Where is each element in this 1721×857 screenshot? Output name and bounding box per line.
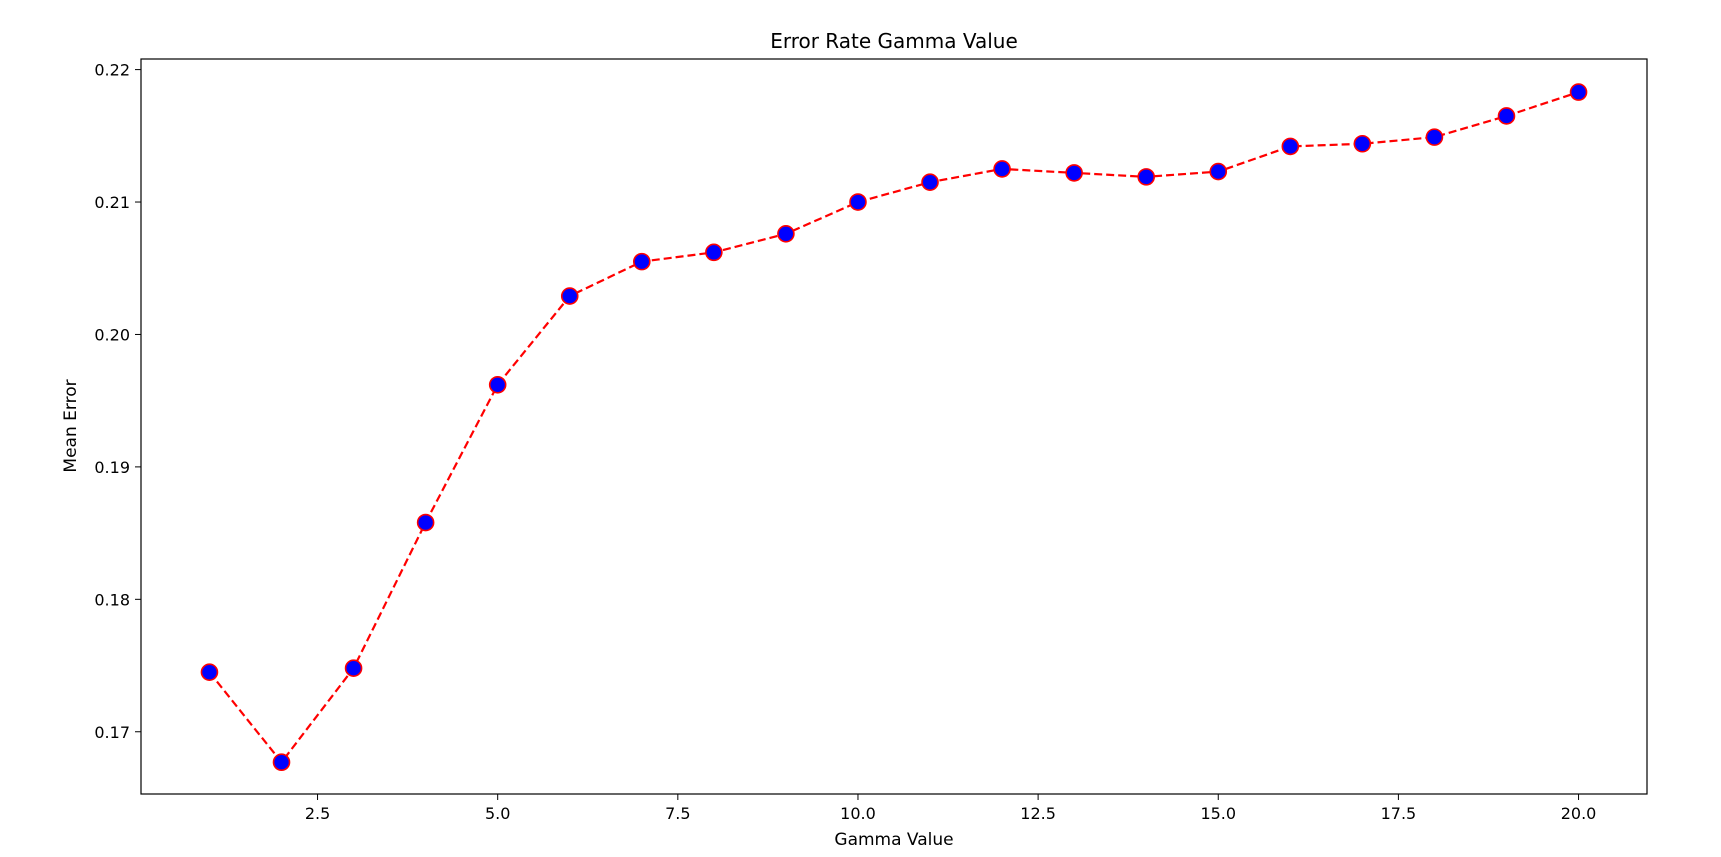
x-tick-label: 20.0 [1561, 804, 1597, 823]
data-point [560, 287, 579, 305]
y-tick-label: 0.21 [94, 193, 130, 212]
data-point [272, 753, 291, 772]
plot-frame [140, 58, 1648, 795]
x-tick-label: 2.5 [305, 804, 330, 823]
y-tick-label: 0.22 [94, 61, 130, 80]
data-point [344, 659, 363, 677]
x-tick-label: 5.0 [485, 804, 510, 823]
y-tick-label: 0.20 [94, 325, 130, 344]
y-tick-label: 0.17 [94, 723, 130, 742]
data-point [1209, 162, 1228, 181]
x-axis-ticks: 2.5 5.0 7.5 10.0 12.5 15.0 17.5 20.0 [305, 794, 1597, 823]
data-point [632, 252, 651, 271]
data-point [1281, 137, 1300, 156]
data-point [1497, 107, 1516, 125]
data-point [921, 173, 939, 191]
y-axis-ticks: 0.17 0.18 0.19 0.20 0.21 0.22 [94, 61, 141, 742]
y-axis-label: Mean Error [61, 379, 81, 472]
chart-title: Error Rate Gamma Value [770, 29, 1018, 53]
y-tick-label: 0.19 [94, 458, 130, 477]
data-point [849, 193, 867, 211]
series-points [200, 83, 1588, 772]
data-point [705, 243, 723, 262]
data-point [777, 225, 795, 243]
x-tick-label: 10.0 [840, 804, 876, 823]
data-point [1137, 168, 1156, 186]
series-line [208, 91, 1579, 765]
data-point [1569, 83, 1588, 101]
x-axis-label: Gamma Value [834, 830, 953, 850]
x-tick-label: 15.0 [1200, 804, 1236, 823]
data-point [416, 513, 435, 532]
x-tick-label: 17.5 [1381, 804, 1417, 823]
data-point [993, 160, 1011, 178]
data-point [200, 663, 219, 681]
data-point [1065, 164, 1083, 182]
x-tick-label: 7.5 [665, 804, 690, 823]
data-point [1353, 134, 1372, 153]
data-point [488, 375, 507, 394]
data-point [1425, 128, 1444, 146]
x-tick-label: 12.5 [1020, 804, 1056, 823]
plot-area: 2.5 5.0 7.5 10.0 12.5 15.0 17.5 20.0 0.170.180.… [94, 58, 1648, 823]
y-tick-label: 0.18 [94, 590, 130, 609]
